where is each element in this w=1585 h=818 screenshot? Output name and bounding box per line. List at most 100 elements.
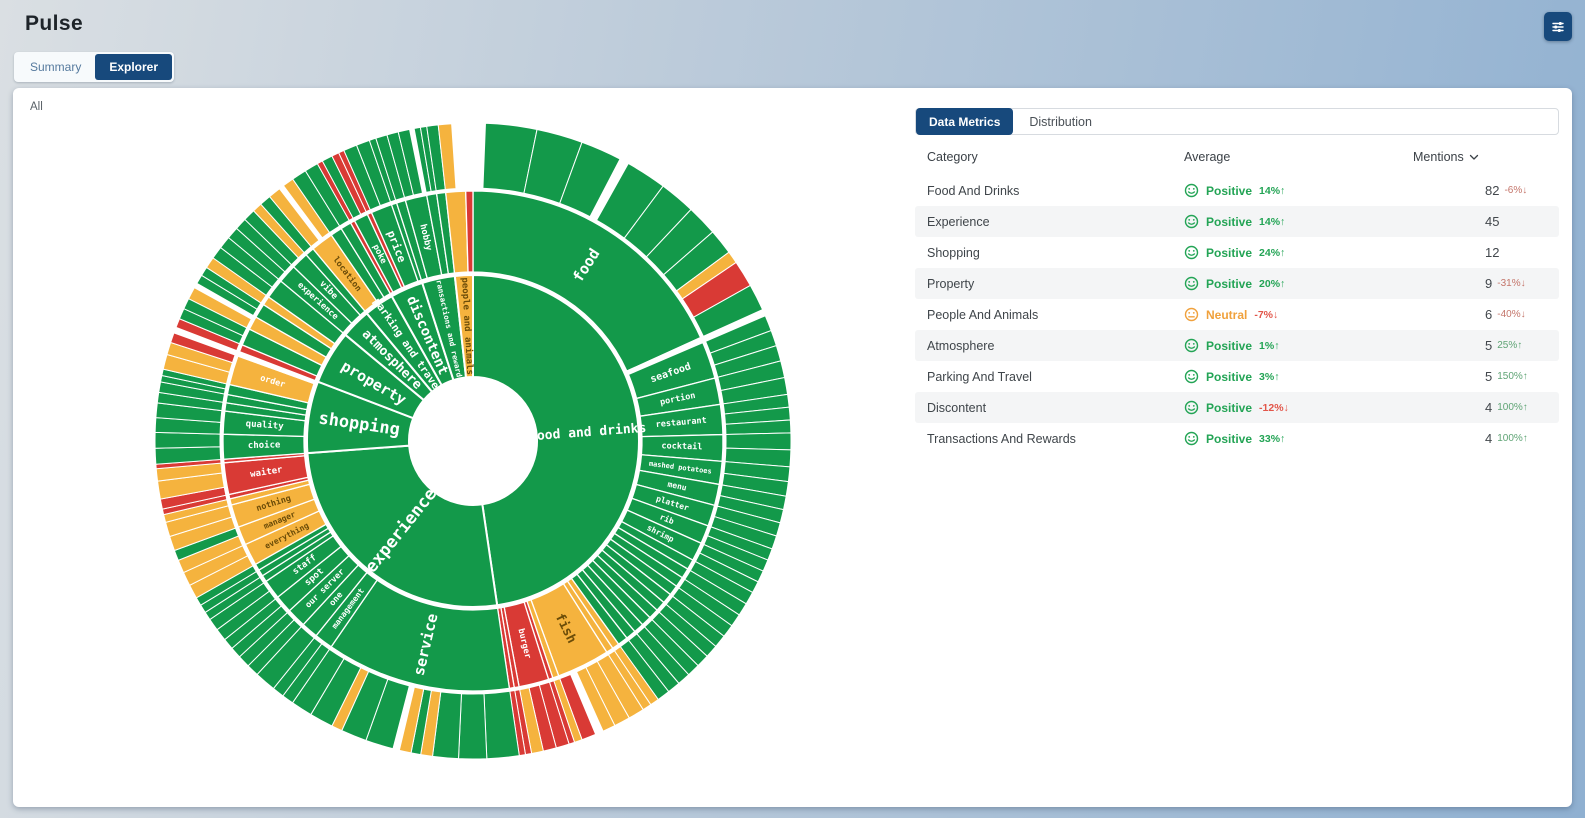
sunburst-detail-slice[interactable] [726,433,791,450]
average-change: 24%↑ [1259,247,1285,259]
tab-summary[interactable]: Summary [16,54,95,80]
mentions-cell: 4 100%↑ [1413,392,1559,423]
sentiment-label: Positive [1206,339,1252,353]
sentiment-label: Positive [1206,215,1252,229]
table-row[interactable]: Experience Positive 14%↑ 45 [915,206,1559,237]
metrics-panel: Data Metrics Distribution Category Avera… [915,108,1559,454]
table-row[interactable]: Atmosphere Positive 1%↑ 5 25%↑ [915,330,1559,361]
average-cell: Positive -12%↓ [1184,400,1413,415]
mentions-cell: 9 -31%↓ [1413,268,1559,299]
average-cell: Positive 1%↑ [1184,338,1413,353]
sentiment-label: Positive [1206,432,1252,446]
mentions-count: 5 [1485,338,1492,353]
smiley-positive-icon [1184,276,1199,291]
smiley-neutral-icon [1184,307,1199,322]
table-header-row: Category Average Mentions [915,143,1559,171]
smiley-positive-icon [1184,214,1199,229]
mentions-change: 25%↑ [1497,340,1522,351]
average-change: -7%↓ [1254,309,1278,321]
sentiment-label: Positive [1206,246,1252,260]
category-cell: Food And Drinks [915,184,1184,198]
mentions-count: 6 [1485,307,1492,322]
average-cell: Positive 14%↑ [1184,214,1413,229]
smiley-positive-icon [1184,431,1199,446]
average-cell: Positive 14%↑ [1184,183,1413,198]
average-cell: Positive 20%↑ [1184,276,1413,291]
average-change: 33%↑ [1259,433,1285,445]
sentiment-label: Neutral [1206,308,1247,322]
chevron-down-icon [1469,154,1479,161]
average-change: 14%↑ [1259,185,1285,197]
mentions-count: 4 [1485,400,1492,415]
average-change: 14%↑ [1259,216,1285,228]
sentiment-label: Positive [1206,277,1252,291]
smiley-positive-icon [1184,369,1199,384]
mentions-cell: 45 [1413,206,1559,237]
mentions-count: 5 [1485,369,1492,384]
smiley-positive-icon [1184,183,1199,198]
average-cell: Neutral -7%↓ [1184,307,1413,322]
category-cell: Atmosphere [915,339,1184,353]
filter-button[interactable] [1544,12,1572,41]
sunburst-chart[interactable]: foodseafoodportionrestaurantcocktailmash… [15,95,927,797]
average-cell: Positive 3%↑ [1184,369,1413,384]
column-header-mentions[interactable]: Mentions [1413,150,1559,164]
explorer-card: All foodseafoodportionrestaurantcocktail… [13,88,1572,807]
mentions-change: -6%↓ [1504,185,1527,196]
page-title: Pulse [25,12,83,36]
panel-tab-bar: Data Metrics Distribution [915,108,1559,135]
mentions-cell: 12 [1413,237,1559,268]
category-cell: Discontent [915,401,1184,415]
average-cell: Positive 24%↑ [1184,245,1413,260]
tab-distribution[interactable]: Distribution [1013,115,1108,129]
smiley-positive-icon [1184,338,1199,353]
sentiment-label: Positive [1206,370,1252,384]
mentions-count: 4 [1485,431,1492,446]
table-row[interactable]: Property Positive 20%↑ 9 -31%↓ [915,268,1559,299]
mentions-cell: 5 25%↑ [1413,330,1559,361]
average-change: 1%↑ [1259,340,1279,352]
average-change: -12%↓ [1259,402,1289,414]
table-row[interactable]: Shopping Positive 24%↑ 12 [915,237,1559,268]
smiley-positive-icon [1184,400,1199,415]
sliders-icon [1550,19,1566,35]
mentions-cell: 6 -40%↓ [1413,299,1559,330]
table-row[interactable]: Food And Drinks Positive 14%↑ 82 -6%↓ [915,175,1559,206]
average-change: 3%↑ [1259,371,1279,383]
table-row[interactable]: People And Animals Neutral -7%↓ 6 -40%↓ [915,299,1559,330]
average-change: 20%↑ [1259,278,1285,290]
mentions-change: -31%↓ [1497,278,1525,289]
mentions-cell: 4 100%↑ [1413,423,1559,454]
category-cell: Transactions And Rewards [915,432,1184,446]
mentions-change: 100%↑ [1497,433,1528,444]
sunburst-detail-slice[interactable] [155,432,220,448]
sunburst-detail-slice[interactable] [459,694,487,759]
mentions-change: 150%↑ [1497,371,1528,382]
sentiment-label: Positive [1206,184,1252,198]
category-cell: People And Animals [915,308,1184,322]
column-header-category: Category [915,150,1184,164]
smiley-positive-icon [1184,245,1199,260]
tab-explorer[interactable]: Explorer [95,54,172,80]
metrics-table-body: Food And Drinks Positive 14%↑ 82 -6%↓ Experie… [915,175,1559,454]
category-cell: Experience [915,215,1184,229]
mentions-cell: 82 -6%↓ [1413,175,1559,206]
tab-data-metrics[interactable]: Data Metrics [916,108,1013,135]
table-row[interactable]: Discontent Positive -12%↓ 4 100%↑ [915,392,1559,423]
mentions-change: 100%↑ [1497,402,1528,413]
column-header-average: Average [1184,150,1413,164]
table-row[interactable]: Parking And Travel Positive 3%↑ 5 150%↑ [915,361,1559,392]
mentions-cell: 5 150%↑ [1413,361,1559,392]
category-cell: Parking And Travel [915,370,1184,384]
mentions-count: 12 [1485,245,1499,260]
average-cell: Positive 33%↑ [1184,431,1413,446]
mentions-change: -40%↓ [1497,309,1525,320]
mentions-count: 45 [1485,214,1499,229]
table-row[interactable]: Transactions And Rewards Positive 33%↑ 4 100… [915,423,1559,454]
mentions-count: 82 [1485,183,1499,198]
category-cell: Property [915,277,1184,291]
sentiment-label: Positive [1206,401,1252,415]
category-cell: Shopping [915,246,1184,260]
main-tab-bar: Summary Explorer [14,52,174,82]
mentions-count: 9 [1485,276,1492,291]
